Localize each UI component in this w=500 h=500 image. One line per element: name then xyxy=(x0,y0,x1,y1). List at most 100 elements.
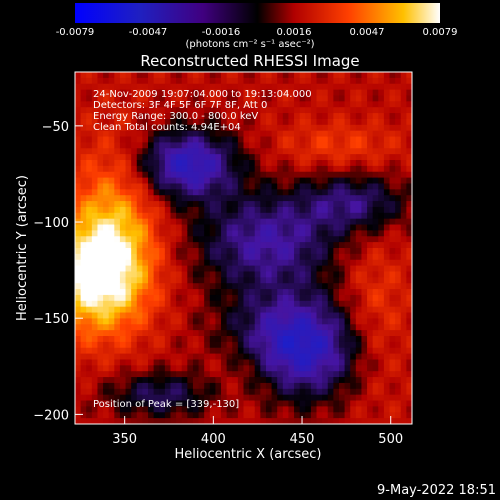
heatmap-cell xyxy=(395,341,402,349)
heatmap-cell xyxy=(226,418,233,424)
heatmap-cell xyxy=(361,277,368,284)
heatmap-cell xyxy=(299,101,306,108)
heatmap-cell xyxy=(400,230,407,237)
heatmap-cell xyxy=(86,72,93,79)
heatmap-cell xyxy=(237,148,245,155)
heatmap-cell xyxy=(97,265,104,273)
heatmap-cell xyxy=(164,294,172,302)
heatmap-cell xyxy=(153,412,160,419)
heatmap-cell xyxy=(344,248,351,255)
heatmap-cell xyxy=(372,83,379,91)
heatmap-cell xyxy=(310,89,318,97)
heatmap-cell xyxy=(232,359,239,366)
heatmap-cell xyxy=(136,177,143,185)
heatmap-cell xyxy=(148,365,155,372)
heatmap-cell xyxy=(131,394,138,402)
heatmap-cell xyxy=(198,418,205,424)
heatmap-cell xyxy=(310,253,318,261)
y-tick-label: −50 xyxy=(42,120,69,135)
heatmap-cell xyxy=(260,165,267,173)
heatmap-cell xyxy=(361,124,368,132)
heatmap-cell xyxy=(91,300,99,308)
heatmap-cell xyxy=(322,300,329,308)
heatmap-cell xyxy=(282,271,290,278)
heatmap-cell xyxy=(91,72,99,79)
heatmap-cell xyxy=(288,224,295,231)
heatmap-cell xyxy=(204,195,211,202)
heatmap-cell xyxy=(119,318,127,325)
heatmap-cell xyxy=(350,124,357,132)
heatmap-cell xyxy=(114,130,121,138)
heatmap-cell xyxy=(119,371,127,378)
heatmap-cell xyxy=(310,77,318,85)
heatmap-cell xyxy=(136,330,143,337)
heatmap-cell xyxy=(333,365,340,372)
heatmap-cell xyxy=(159,113,166,120)
heatmap-cell xyxy=(221,95,228,102)
heatmap-cell xyxy=(221,183,228,190)
heatmap-cell xyxy=(131,136,138,143)
heatmap-cell xyxy=(254,177,261,185)
heatmap-cell xyxy=(305,201,312,208)
heatmap-cell xyxy=(108,394,115,402)
heatmap-cell xyxy=(86,271,93,278)
heatmap-cell xyxy=(260,118,267,126)
heatmap-cell xyxy=(254,242,261,249)
heatmap-cell xyxy=(136,283,143,290)
heatmap-cell xyxy=(108,283,115,290)
heatmap-cell xyxy=(131,230,138,237)
heatmap-cell xyxy=(288,160,295,167)
heatmap-cell xyxy=(103,218,110,226)
heatmap-cell xyxy=(249,148,256,155)
heatmap-cell xyxy=(265,277,273,284)
heatmap-cell xyxy=(288,242,295,249)
heatmap-cell xyxy=(367,224,374,231)
heatmap-cell xyxy=(299,330,306,337)
heatmap-cell xyxy=(114,377,121,384)
heatmap-cell xyxy=(187,277,194,284)
heatmap-cell xyxy=(103,265,110,273)
heatmap-cell xyxy=(209,300,217,308)
heatmap-cell xyxy=(114,242,121,249)
heatmap-cell xyxy=(187,107,194,114)
heatmap-cell xyxy=(406,124,412,132)
heatmap-cell xyxy=(97,142,104,149)
heatmap-cell xyxy=(367,72,374,79)
heatmap-cell xyxy=(125,400,132,407)
heatmap-cell xyxy=(80,83,87,91)
heatmap-cell xyxy=(114,89,121,97)
heatmap-cell xyxy=(97,154,104,161)
heatmap-cell xyxy=(75,377,82,384)
heatmap-cell xyxy=(367,277,374,284)
heatmap-cell xyxy=(97,312,104,319)
heatmap-cell xyxy=(209,148,217,155)
heatmap-cell xyxy=(277,336,284,343)
heatmap-cell xyxy=(97,294,104,302)
heatmap-cell xyxy=(361,101,368,108)
heatmap-cell xyxy=(170,359,177,366)
heatmap-cell xyxy=(265,89,273,97)
heatmap-cell xyxy=(322,277,329,284)
heatmap-cell xyxy=(125,230,132,237)
heatmap-cell xyxy=(271,113,278,120)
heatmap-cell xyxy=(406,113,412,120)
heatmap-cell xyxy=(378,171,385,179)
heatmap-cell xyxy=(254,136,261,143)
heatmap-cell xyxy=(322,142,329,149)
heatmap-cell xyxy=(367,300,374,308)
heatmap-cell xyxy=(125,324,132,331)
heatmap-cell xyxy=(310,72,318,79)
heatmap-cell xyxy=(277,218,284,226)
heatmap-cell xyxy=(181,330,188,337)
heatmap-cell xyxy=(75,130,82,138)
heatmap-cell xyxy=(181,300,188,308)
heatmap-cell xyxy=(221,306,228,314)
heatmap-cell xyxy=(383,201,391,208)
heatmap-cell xyxy=(221,154,228,161)
heatmap-cell xyxy=(344,289,351,296)
heatmap-cell xyxy=(282,242,290,249)
heatmap-cell xyxy=(277,77,284,85)
heatmap-cell xyxy=(327,236,334,243)
heatmap-cell xyxy=(75,148,82,155)
heatmap-cell xyxy=(355,165,363,173)
